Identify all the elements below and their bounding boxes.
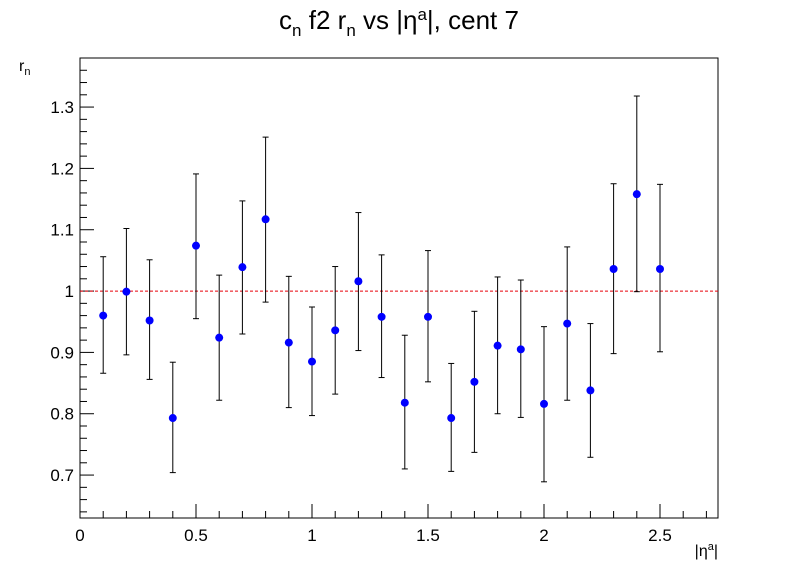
plot-frame xyxy=(79,57,719,519)
x-tick-label: 0 xyxy=(75,526,84,545)
y-tick-label: 0.7 xyxy=(50,466,74,485)
data-point xyxy=(656,264,664,273)
data-point xyxy=(215,333,224,342)
data-point xyxy=(122,287,131,296)
data-point xyxy=(377,312,386,321)
data-point xyxy=(238,263,247,272)
chart-title-sub-2: n xyxy=(346,21,355,40)
x-tick-label: 2 xyxy=(539,526,548,545)
data-point xyxy=(470,377,479,386)
data-point xyxy=(308,357,316,366)
data-point xyxy=(586,386,595,395)
data-point xyxy=(447,414,456,423)
x-axis-title-sup: a xyxy=(708,541,715,553)
y-tick-label: 0.9 xyxy=(50,343,74,362)
y-tick-label: 1 xyxy=(65,282,74,301)
data-point xyxy=(145,316,154,325)
data-point xyxy=(99,311,108,320)
data-point xyxy=(261,215,270,224)
data-point xyxy=(632,190,641,199)
data-point xyxy=(540,399,548,408)
x-axis-title-end: | xyxy=(714,543,718,560)
chart-title-sub-1: n xyxy=(292,21,301,40)
chart-title-rest: vs |η xyxy=(356,5,418,35)
data-point xyxy=(424,312,432,321)
x-axis-title: |ηa| xyxy=(695,541,718,560)
chart-title-end: |, cent 7 xyxy=(427,5,519,35)
y-tick-label: 1.1 xyxy=(50,221,74,240)
x-tick-label: 0.5 xyxy=(184,526,208,545)
data-point xyxy=(563,319,572,328)
x-tick-label: 1.5 xyxy=(416,526,440,545)
plot-area: 0 0.5 1 1.5 2 2.5 0.7 0.8 0.9 1 1.1 1.2 1.3 xyxy=(50,57,719,545)
data-point xyxy=(192,241,200,250)
data-point xyxy=(354,277,363,286)
data-point xyxy=(284,338,293,347)
data-point xyxy=(493,341,502,350)
y-tick-label: 0.8 xyxy=(50,405,74,424)
data-point xyxy=(609,264,618,273)
chart-title-sup: a xyxy=(417,5,427,24)
y-tick-label: 1.3 xyxy=(50,98,74,117)
x-tick-label: 2.5 xyxy=(648,526,672,545)
data-point xyxy=(400,398,409,407)
y-tick-label: 1.2 xyxy=(50,159,74,178)
data-point xyxy=(168,414,177,423)
chart-title-main: c xyxy=(279,5,292,35)
chart-title: cn f2 rn vs |ηa|, cent 7 xyxy=(279,5,519,40)
chart-title-mid: f2 r xyxy=(302,5,347,35)
y-axis-title-sub: n xyxy=(24,66,30,78)
data-point xyxy=(331,326,340,335)
data-point xyxy=(516,345,525,354)
y-axis-title-main: r xyxy=(19,58,25,75)
y-axis-title: rn xyxy=(19,58,30,78)
x-axis-title-main: |η xyxy=(695,543,708,560)
x-tick-label: 1 xyxy=(307,526,316,545)
